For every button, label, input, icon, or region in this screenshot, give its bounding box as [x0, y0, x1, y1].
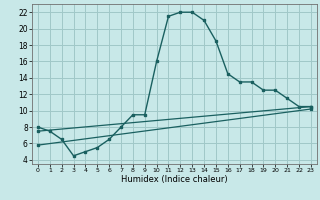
- X-axis label: Humidex (Indice chaleur): Humidex (Indice chaleur): [121, 175, 228, 184]
